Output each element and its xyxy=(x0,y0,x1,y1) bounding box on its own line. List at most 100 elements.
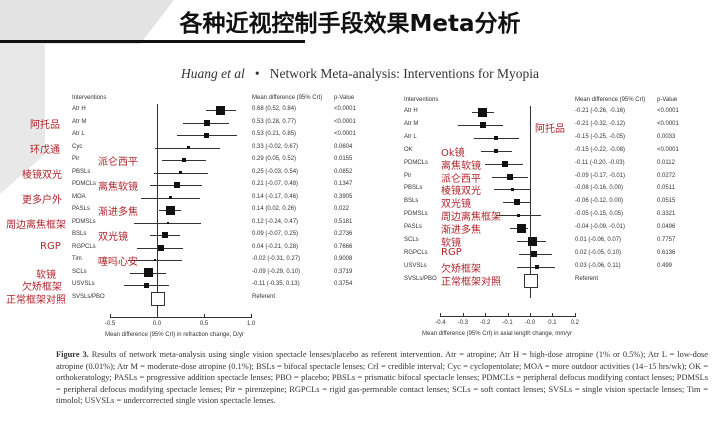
intervention-label: Atr H xyxy=(72,106,86,112)
point-estimate xyxy=(478,107,488,117)
referent-box xyxy=(524,273,538,288)
point-estimate xyxy=(513,199,520,206)
x-axis-tick-label: -0.4 xyxy=(435,320,446,326)
p-value: 0.0033 xyxy=(657,133,676,140)
point-estimate xyxy=(531,250,538,257)
intervention-label: PDMCLs xyxy=(72,181,97,187)
x-axis-tick xyxy=(440,313,442,317)
p-value: 0.0155 xyxy=(334,156,353,162)
point-estimate xyxy=(516,223,526,233)
mean-difference-value: 0.68 (0.52, 0.84) xyxy=(252,106,297,112)
x-axis-tick-label: -0.5 xyxy=(104,321,116,327)
p-value: <0.0001 xyxy=(657,146,679,153)
p-value: 0.0604 xyxy=(334,143,353,150)
chinese-annotation: 欠矫框架 xyxy=(441,263,481,275)
column-header-interventions: Interventions xyxy=(404,97,439,103)
mean-difference-value: -0.11 (-0.20, -0.03) xyxy=(575,159,625,166)
intervention-label: PASLs xyxy=(404,224,422,231)
mean-difference-value: -0.04 (-0.09, -0.01) xyxy=(575,224,626,231)
mean-difference-value: 0.09 (-0.07, 0.25) xyxy=(252,231,299,237)
p-value: 0.0852 xyxy=(334,168,353,175)
intervention-label: Atr L xyxy=(404,133,417,140)
mean-difference-value: -0.05 (-0.15, 0.05) xyxy=(575,211,624,218)
intervention-label: RGPCLs xyxy=(404,249,428,256)
x-axis-tick xyxy=(530,313,531,317)
x-axis-tick-label: -0.0 xyxy=(524,320,536,326)
mean-difference-value: -0.15 (-0.25, -0.05) xyxy=(575,133,626,140)
p-value: 0.3321 xyxy=(657,211,676,218)
intervention-label: Atr H xyxy=(404,108,418,114)
mean-difference-value: Referent xyxy=(575,275,599,282)
p-value: 0.2736 xyxy=(334,231,353,237)
header-title: Network Meta-analysis: Interventions for… xyxy=(269,66,539,81)
mean-difference-value: -0.06 (-0.12, 0.00) xyxy=(575,198,624,205)
column-header-mean-difference: Mean difference (95% CrI) xyxy=(575,97,646,103)
x-axis-tick-label: -0.3 xyxy=(457,320,468,326)
point-estimate xyxy=(157,244,164,251)
mean-difference-value: 0.03 (-0.06, 0.11) xyxy=(575,262,621,269)
chinese-annotation: 派仑西平 xyxy=(441,173,481,185)
p-value: 0.7666 xyxy=(334,243,353,250)
background-shape xyxy=(0,0,140,44)
chinese-annotation: 渐进多焦 xyxy=(98,207,138,218)
chinese-annotation: RGP xyxy=(441,246,462,258)
chinese-annotation: 噻吗心安 xyxy=(98,257,138,268)
point-estimate xyxy=(186,146,190,149)
point-estimate xyxy=(517,213,521,217)
point-estimate xyxy=(527,236,537,246)
point-estimate xyxy=(494,148,499,153)
point-estimate xyxy=(144,268,154,277)
x-axis xyxy=(110,317,251,318)
x-axis-tick xyxy=(552,313,554,317)
intervention-label: USVSLs xyxy=(72,281,95,287)
p-value: <0.0001 xyxy=(334,118,356,125)
intervention-label: PDMCLs xyxy=(404,159,429,166)
point-estimate xyxy=(173,182,180,188)
intervention-label: PBSLs xyxy=(404,185,423,192)
intervention-label: USVSLs xyxy=(404,262,427,269)
mean-difference-value: 0.04 (-0.21, 0.28) xyxy=(252,243,299,250)
null-effect-line xyxy=(157,104,158,316)
intervention-label: MOA xyxy=(72,193,86,200)
background-shape xyxy=(140,0,174,44)
x-axis-tick xyxy=(157,314,158,318)
p-value: <0.0001 xyxy=(657,120,679,127)
p-value: <0.0001 xyxy=(657,108,679,114)
mean-difference-value: 0.29 (0.05, 0.52) xyxy=(252,156,297,162)
point-estimate xyxy=(203,119,210,126)
x-axis-tick-label: 0.2 xyxy=(570,320,579,326)
p-value: 0.1347 xyxy=(334,181,353,187)
x-axis-tick-label: -0.2 xyxy=(480,320,491,326)
intervention-label: SVSLs/PBO xyxy=(404,275,437,282)
background-shape xyxy=(0,44,45,154)
intervention-label: Atr L xyxy=(72,131,85,137)
point-estimate xyxy=(494,135,499,140)
point-estimate xyxy=(179,171,182,174)
point-estimate xyxy=(510,187,514,191)
p-value: 0.7757 xyxy=(657,237,676,243)
mean-difference-value: 0.21 (-0.07, 0.48) xyxy=(252,181,299,187)
column-header-mean-difference: Mean difference (95% CrI) xyxy=(252,95,323,101)
point-estimate xyxy=(168,196,172,199)
p-value: 0.0496 xyxy=(657,224,676,231)
point-estimate xyxy=(502,160,509,167)
mean-difference-value: 0.14 (0.02, 0.26) xyxy=(252,206,297,212)
background-shape xyxy=(0,154,45,194)
intervention-label: SCLs xyxy=(404,237,419,243)
paper-header: Huang et al • Network Meta-analysis: Int… xyxy=(0,66,720,82)
intervention-label: BSLs xyxy=(404,198,419,205)
point-estimate xyxy=(144,282,150,288)
mean-difference-value: -0.09 (-0.29, 0.10) xyxy=(252,268,301,275)
column-header-p-value: p-Value xyxy=(334,95,355,101)
intervention-label: PDMSLs xyxy=(72,218,96,225)
chinese-annotation: 棱镜双光 xyxy=(22,169,62,181)
x-axis-tick-label: 1.0 xyxy=(246,321,256,327)
intervention-label: Pir xyxy=(404,172,412,179)
mean-difference-value: 0.33 (-0.02, 0.67) xyxy=(252,143,299,150)
point-estimate xyxy=(204,132,210,138)
slide-title: 各种近视控制手段效果Meta分析 xyxy=(179,11,521,37)
intervention-label: PDMSLs xyxy=(404,211,428,218)
column-header-p-value: p-Value xyxy=(657,97,678,103)
p-value: 0.0112 xyxy=(657,159,675,166)
intervention-label: Cyc xyxy=(72,143,83,150)
